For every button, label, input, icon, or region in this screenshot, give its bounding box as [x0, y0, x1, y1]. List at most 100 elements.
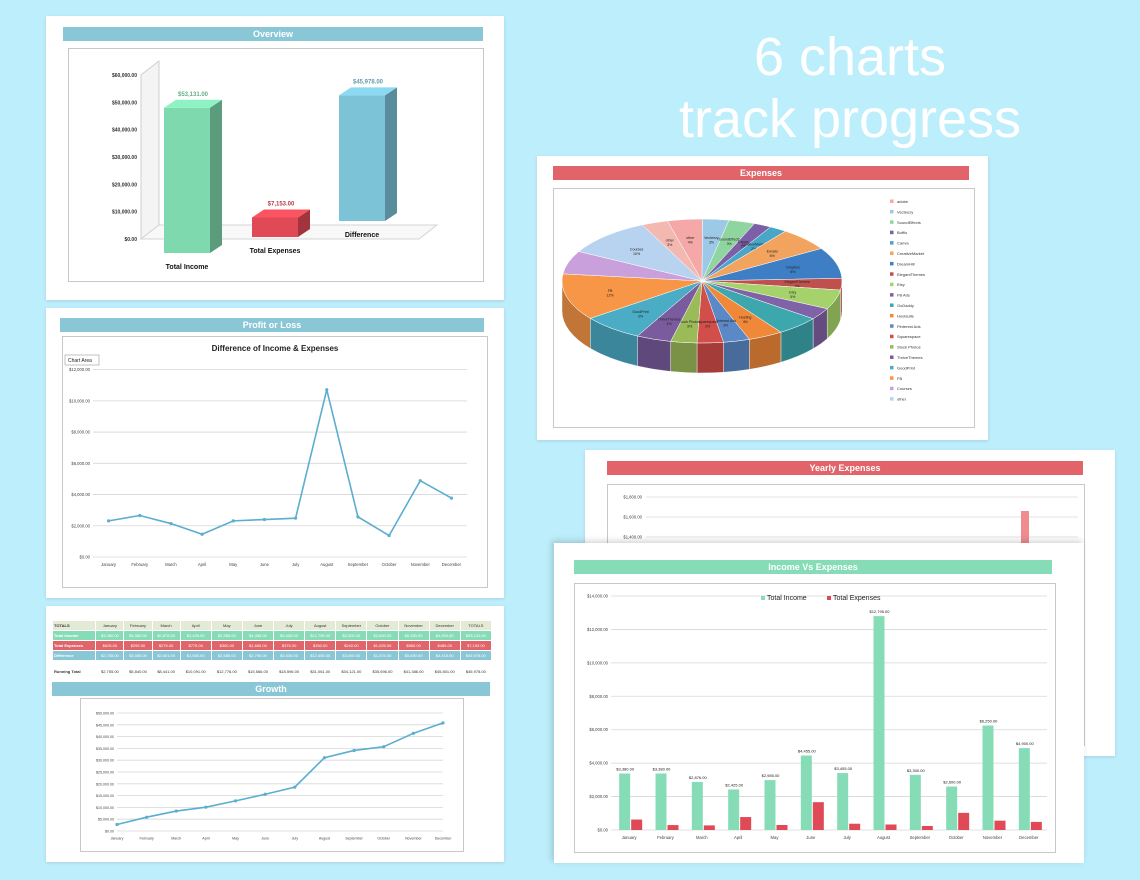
- growth-x-tick: May: [232, 837, 239, 841]
- income-vs-chart-frame: $0.00 $2,000.00 $4,000.00 $6,000.00 $8,000.0…: [574, 583, 1056, 853]
- table-cell: $4,900.00: [428, 630, 461, 641]
- expenses-title: Expenses: [553, 166, 969, 180]
- table-cell: $2,601.00: [151, 650, 181, 661]
- pie-slice-percent: 12%: [607, 294, 615, 298]
- income-x-tick: October: [949, 835, 965, 840]
- growth-point: [352, 748, 356, 753]
- pie-slice-label: other: [666, 238, 675, 242]
- pie-legend-label: GoDaddy: [897, 303, 914, 308]
- pie-slice-percent: 3%: [709, 241, 715, 245]
- table-cell: $2,790.00: [241, 650, 275, 661]
- pie-legend-swatch: [890, 386, 894, 391]
- pie-slice: [561, 273, 703, 319]
- growth-x-tick: February: [139, 837, 154, 841]
- table-cell: $12,795.00: [304, 630, 337, 641]
- profit-point: [106, 519, 111, 523]
- table-cell: $53,131.00: [459, 630, 493, 641]
- pie-legend-swatch: [890, 230, 894, 235]
- growth-point: [441, 721, 445, 725]
- table-cell: $3,380.00: [95, 630, 125, 641]
- income-bar: [1018, 748, 1030, 830]
- pie-slice-percent: 8%: [790, 270, 796, 274]
- overview-bar-side: [298, 209, 310, 237]
- growth-y-tick: $40,000.00: [96, 735, 114, 739]
- growth-y-tick: $35,000.00: [96, 747, 114, 751]
- profit-x-tick: June: [260, 562, 270, 567]
- table-cell: $3,060.00: [335, 650, 368, 661]
- pie-legend-swatch: [890, 397, 894, 401]
- pie-slice-label: Canva: [738, 240, 748, 244]
- overview-category-label: Difference: [345, 232, 379, 239]
- expenses-panel: Expenses other 4% Vecteezy 3% SoundEffects 3%…: [537, 156, 988, 440]
- pie-slice: [578, 224, 703, 282]
- profit-y-tick: $12,000.00: [69, 367, 91, 372]
- pie-legend-swatch: [890, 376, 894, 380]
- growth-y-tick: $25,000.00: [96, 771, 114, 775]
- income-vs-panel: Income Vs Expenses $0.00 $2,000.00 $4,000.…: [554, 543, 1084, 863]
- profit-series-line: [108, 389, 452, 537]
- table-cell: $330.00: [304, 640, 337, 651]
- income-bar: [800, 755, 812, 830]
- overview-value-label: $7,153.00: [268, 201, 295, 207]
- table-row-label: TOTALS: [51, 620, 97, 631]
- expense-bar: [994, 820, 1006, 830]
- pie-legend-swatch: [890, 345, 894, 349]
- income-bar: [764, 780, 776, 830]
- growth-point: [382, 745, 386, 749]
- overview-category-label: Total Expenses: [250, 248, 301, 255]
- profit-point: [138, 513, 142, 518]
- pie-slice-side: [637, 335, 671, 372]
- pie-slice-label: Vecteezy: [704, 236, 719, 240]
- pie-legend-swatch: [890, 220, 894, 224]
- growth-y-tick: $20,000.00: [96, 782, 114, 786]
- overview-y-tick: $20,000.00: [112, 182, 137, 188]
- overview-y-tick: $10,000.00: [112, 210, 137, 216]
- profit-x-tick: February: [131, 562, 149, 567]
- table-cell: $45,801.00: [428, 666, 461, 677]
- table-cell: $2,985.00: [210, 630, 243, 641]
- pie-legend-label: CreativeMarket: [897, 251, 925, 256]
- overview-category-label: Total Income: [166, 264, 209, 271]
- table-cell: $5,690.00: [397, 650, 430, 661]
- table-cell: $3,085.00: [123, 650, 153, 661]
- profit-chart-title: Difference of Income & Expenses: [212, 344, 339, 353]
- growth-x-tick: January: [111, 837, 124, 841]
- pie-legend-swatch: [890, 355, 894, 359]
- income-vs-title: Income Vs Expenses: [574, 560, 1052, 574]
- income-y-tick: $4,000.00: [589, 761, 608, 766]
- growth-y-tick: $15,000.00: [96, 794, 114, 798]
- overview-bar: [252, 217, 298, 237]
- profit-point: [169, 521, 173, 526]
- expense-bar: [667, 825, 679, 830]
- overview-value-label: $45,978.00: [353, 79, 384, 85]
- pie-legend-label: SoundEffects: [897, 220, 921, 225]
- growth-point: [233, 799, 238, 803]
- profit-x-tick: November: [411, 562, 431, 567]
- income-x-tick: September: [910, 835, 931, 840]
- pie-slice-percent: 3%: [794, 285, 800, 289]
- table-cell: $5,840.00: [123, 666, 153, 677]
- table-cell: $300.00: [210, 640, 243, 651]
- income-bar: [946, 786, 958, 830]
- pie-slice-percent: 3%: [727, 242, 733, 246]
- pie-legend-label: Vecteezy: [897, 209, 913, 214]
- income-bar: [728, 789, 740, 830]
- table-cell: $2,876.00: [151, 630, 181, 641]
- income-value-label: $3,300.00: [907, 768, 926, 773]
- table-cell: $15,566.00: [241, 666, 275, 677]
- overview-panel: Overview $0.00 $10,000.00 $20,000.00 $30,00…: [46, 16, 504, 300]
- income-y-tick: $0.00: [598, 828, 609, 833]
- pie-legend-swatch: [890, 303, 894, 307]
- table-cell: November: [397, 620, 430, 631]
- growth-x-tick: July: [292, 837, 299, 841]
- table-cell: July: [273, 620, 306, 631]
- profit-y-tick: $4,000.00: [71, 492, 90, 497]
- expenses-legend-swatch: [827, 596, 831, 600]
- pie-legend-label: ElegantThemes: [897, 272, 925, 277]
- growth-point: [204, 805, 208, 809]
- pie-legend-swatch: [890, 251, 894, 255]
- table-cell: $1,650.00: [179, 650, 212, 661]
- pie-slice-percent: 4%: [743, 320, 749, 324]
- pie-legend-label: Etsy: [897, 282, 905, 287]
- pie-legend-label: Pinterest Ads: [897, 324, 921, 329]
